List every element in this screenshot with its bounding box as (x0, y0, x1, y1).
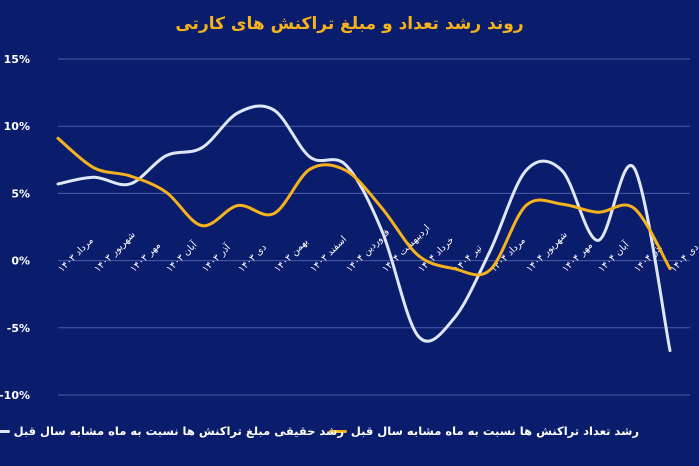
x-tick-label: اسفند ۱۴۰۳ (308, 234, 349, 275)
series-line-amount (56, 104, 672, 353)
y-tick-label: 5% (11, 187, 30, 200)
x-tick-label: آذر ۱۴۰۳ (199, 241, 233, 275)
x-tick-label: مهر ۱۴۰۴ (560, 240, 595, 275)
legend-item-count: رشد تعداد تراکنش ها نسبت به ماه مشابه سا… (328, 424, 639, 438)
y-tick-label: -10% (0, 389, 30, 402)
x-tick-label: آبان ۱۴۰۴ (595, 238, 632, 275)
y-tick-label: 15% (4, 53, 30, 66)
x-tick-label: مرداد ۱۴۰۳ (56, 235, 96, 275)
legend-swatch-count (328, 429, 347, 433)
series-line-count (56, 136, 672, 277)
chart-title: روند رشد تعداد و مبلغ تراکنش های کارتی (175, 14, 524, 34)
x-tick-label: دی ۱۴۰۴ (668, 242, 699, 275)
legend-label-amount: رشد حقیقی مبلغ تراکنش ها نسبت به ماه مشا… (13, 424, 344, 438)
x-tick-label: مهر ۱۴۰۳ (128, 240, 163, 275)
legend-item-amount: رشد حقیقی مبلغ تراکنش ها نسبت به ماه مشا… (0, 424, 344, 438)
legend-swatch-amount (0, 429, 10, 433)
y-tick-label: 10% (4, 120, 30, 133)
x-tick-label: آبان ۱۴۰۳ (163, 238, 200, 275)
y-tick-label: -5% (7, 322, 30, 335)
y-tick-label: 0% (11, 255, 30, 268)
x-tick-label: دی ۱۴۰۳ (236, 242, 269, 275)
x-tick-label: آذر ۱۴۰۴ (631, 241, 665, 275)
x-tick-label: بهمن ۱۴۰۳ (272, 236, 310, 274)
legend-label-count: رشد تعداد تراکنش ها نسبت به ماه مشابه سا… (350, 424, 639, 438)
